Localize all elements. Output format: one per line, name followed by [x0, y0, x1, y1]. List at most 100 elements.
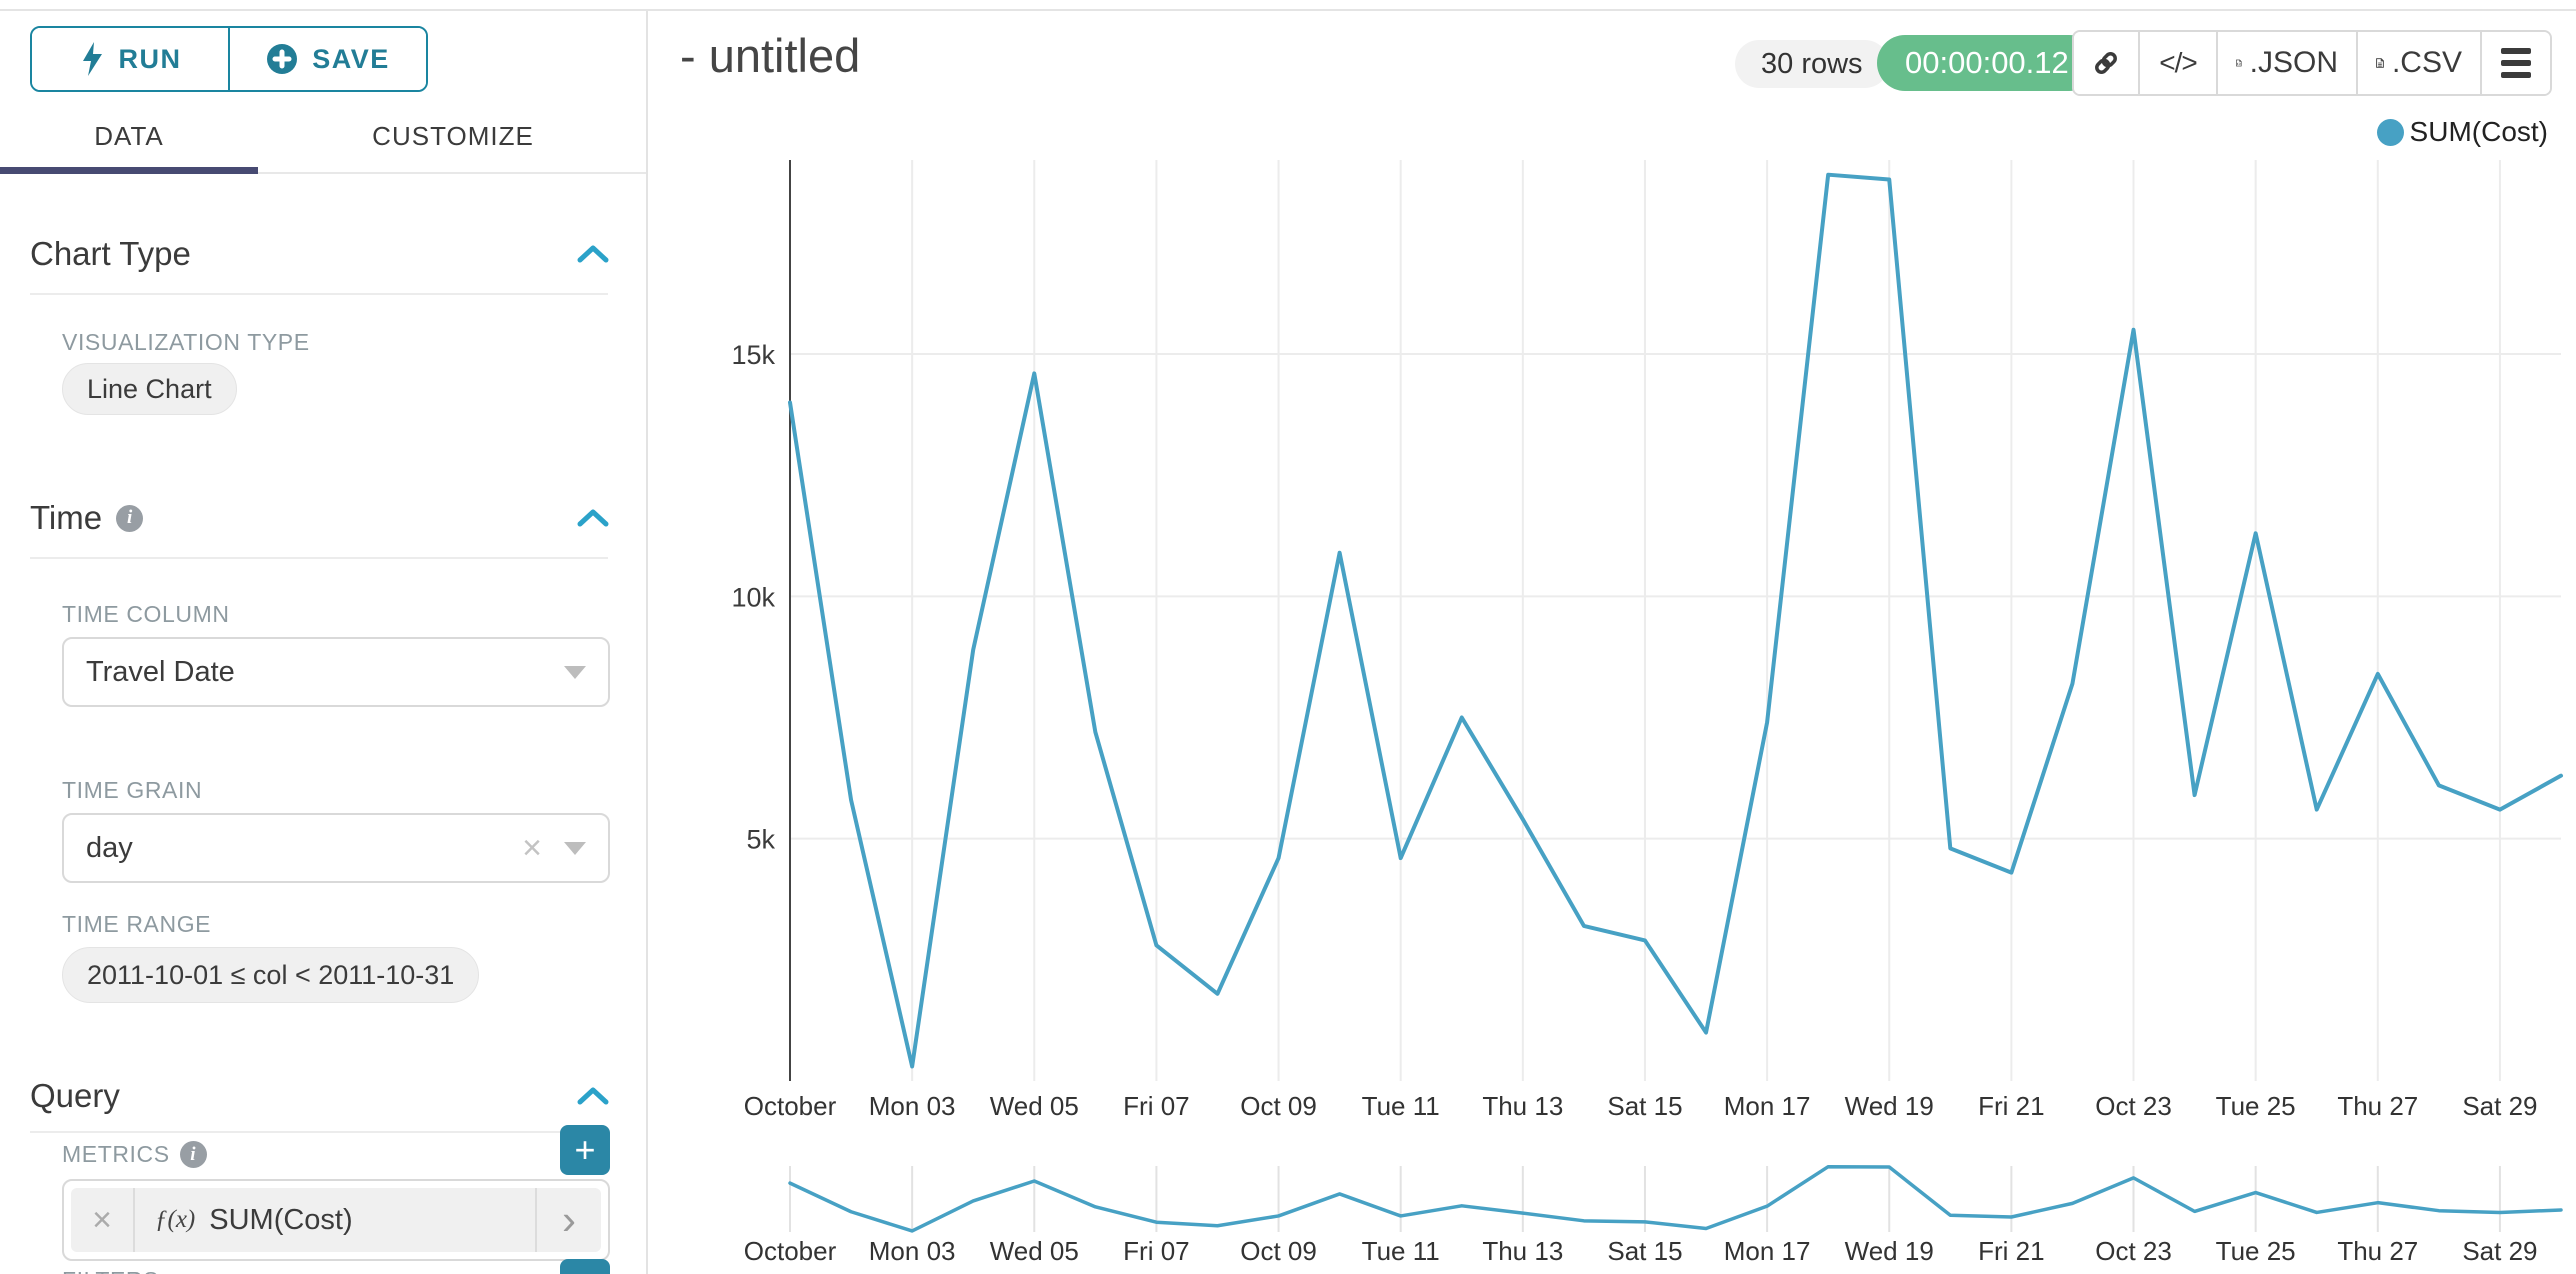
x-axis-tick-label: Mon 17	[1724, 1091, 1811, 1121]
viz-type-pill[interactable]: Line Chart	[62, 363, 237, 415]
metric-control[interactable]: × ƒ(x) SUM(Cost) ›	[62, 1179, 610, 1261]
section-divider	[30, 293, 608, 295]
plus-circle-icon	[267, 44, 298, 74]
x-axis-tick-label: October	[744, 1091, 837, 1121]
x-axis-tick-label: Oct 09	[1240, 1091, 1317, 1121]
x-axis-tick-label: Fri 21	[1978, 1091, 2044, 1121]
y-axis-tick-label: 5k	[746, 825, 775, 855]
top-divider	[0, 9, 2576, 11]
x-axis-tick-label: Thu 13	[1482, 1091, 1563, 1121]
x-axis-tick-label: Tue 25	[2216, 1091, 2296, 1121]
minichart-tick-label: Thu 13	[1482, 1236, 1563, 1266]
time-grain-select[interactable]: day ×	[62, 813, 610, 883]
lightning-bolt-icon	[82, 42, 102, 76]
x-axis-tick-label: Mon 03	[869, 1091, 956, 1121]
run-query-button[interactable]: RUN	[32, 28, 228, 90]
metric-name: SUM(Cost)	[209, 1203, 353, 1236]
x-axis-tick-label: Fri 07	[1123, 1091, 1189, 1121]
share-link-button[interactable]	[2074, 32, 2138, 94]
minichart-tick-label: Wed 05	[990, 1236, 1079, 1266]
chevron-right-icon[interactable]: ›	[535, 1188, 601, 1252]
caret-down-icon	[564, 665, 586, 679]
section-chart-type-header: Chart Type	[30, 235, 610, 273]
export-csv-label: .CSV	[2391, 46, 2462, 79]
export-csv-button[interactable]: .CSV	[2356, 32, 2480, 94]
run-save-button-group: RUN SAVE	[30, 26, 428, 92]
metrics-label: METRICS i	[62, 1141, 207, 1168]
add-metric-button[interactable]: +	[560, 1125, 610, 1175]
y-axis-tick-label: 15k	[731, 340, 775, 370]
export-toolbar: </> .JSON .CSV	[2072, 30, 2552, 96]
time-column-value: Travel Date	[86, 655, 235, 688]
x-axis-tick-label: Tue 11	[1362, 1091, 1440, 1121]
section-query-header: Query	[30, 1077, 610, 1115]
minichart-series-line[interactable]	[788, 1164, 2563, 1233]
metric-body: ƒ(x) SUM(Cost)	[135, 1204, 535, 1237]
control-panel-sidebar: RUN SAVE DATA CUSTOMIZE Chart Type	[0, 11, 648, 1274]
code-icon: </>	[2159, 47, 2197, 78]
file-code-icon	[2236, 59, 2242, 67]
section-query-title: Query	[30, 1077, 120, 1114]
minichart-tick-label: Mon 03	[869, 1236, 956, 1266]
minichart-tick-label: Sat 29	[2462, 1236, 2537, 1266]
chevron-up-icon[interactable]	[576, 507, 610, 529]
file-text-icon	[2376, 58, 2384, 68]
info-icon[interactable]: i	[116, 504, 144, 532]
x-axis-tick-label: Thu 27	[2337, 1091, 2418, 1121]
time-grain-label: TIME GRAIN	[62, 777, 203, 803]
section-divider	[30, 1131, 608, 1133]
run-button-label: RUN	[118, 43, 182, 74]
remove-metric-icon[interactable]: ×	[71, 1188, 135, 1252]
query-timer-badge: 00:00:00.12	[1877, 35, 2097, 91]
filters-label: FILTERS	[62, 1267, 159, 1274]
minichart-tick-label: Mon 17	[1724, 1236, 1811, 1266]
minichart-tick-label: Oct 23	[2095, 1236, 2172, 1266]
link-icon	[2095, 52, 2117, 74]
tab-data[interactable]: DATA	[94, 120, 164, 151]
viz-type-control: Line Chart	[62, 363, 237, 415]
export-json-button[interactable]: .JSON	[2216, 32, 2356, 94]
minichart-tick-label: October	[744, 1236, 837, 1266]
legend-label: SUM(Cost)	[2409, 116, 2548, 147]
time-column-select[interactable]: Travel Date	[62, 637, 610, 707]
minichart-tick-label: Tue 25	[2216, 1236, 2296, 1266]
section-divider	[30, 557, 608, 559]
x-axis-tick-label: Wed 19	[1845, 1091, 1934, 1121]
minichart-tick-label: Tue 11	[1362, 1236, 1440, 1266]
minichart-tick-label: Fri 07	[1123, 1236, 1189, 1266]
hamburger-menu-icon	[2501, 48, 2531, 78]
time-range-pill[interactable]: 2011-10-01 ≤ col < 2011-10-31	[62, 947, 480, 1003]
embed-code-button[interactable]: </>	[2138, 32, 2216, 94]
panel-tabs: DATA CUSTOMIZE	[0, 100, 646, 174]
time-grain-value: day	[86, 831, 133, 864]
x-axis-tick-label: Wed 05	[990, 1091, 1079, 1121]
fx-icon: ƒ(x)	[155, 1206, 196, 1233]
chevron-up-icon[interactable]	[576, 1085, 610, 1107]
caret-down-icon	[564, 841, 586, 855]
section-time-header: Time i	[30, 499, 610, 537]
series-line[interactable]	[788, 172, 2563, 1069]
save-chart-button[interactable]: SAVE	[228, 28, 426, 90]
clear-x-icon[interactable]: ×	[522, 829, 542, 867]
line-chart[interactable]: 5k 10k 15k October October Mon 03 Mon 03 Wed 05…	[638, 110, 2576, 1274]
time-range-control: 2011-10-01 ≤ col < 2011-10-31	[62, 947, 480, 1003]
legend-dot	[2376, 118, 2404, 146]
line-chart-svg[interactable]: 5k 10k 15k October October Mon 03 Mon 03 Wed 05…	[638, 110, 2576, 1274]
export-json-label: .JSON	[2249, 46, 2338, 79]
minichart-tick-label: Thu 27	[2337, 1236, 2418, 1266]
add-filter-button[interactable]: +	[560, 1259, 610, 1274]
y-axis-tick-label: 10k	[731, 582, 775, 612]
row-count-badge: 30 rows	[1735, 40, 1889, 88]
active-tab-indicator	[0, 167, 258, 174]
info-icon[interactable]: i	[179, 1141, 207, 1168]
chevron-up-icon[interactable]	[576, 243, 610, 265]
section-time-title: Time	[30, 499, 103, 536]
visualization-type-label: VISUALIZATION TYPE	[62, 329, 310, 355]
minichart-tick-label: Oct 09	[1240, 1236, 1317, 1266]
tab-customize[interactable]: CUSTOMIZE	[372, 120, 534, 151]
save-button-label: SAVE	[312, 43, 390, 74]
legend-item-sum-cost[interactable]: SUM(Cost)	[2376, 116, 2548, 148]
chart-title[interactable]: - untitled	[680, 29, 861, 82]
chart-menu-button[interactable]	[2480, 32, 2550, 94]
x-axis-tick-label: Sat 15	[1607, 1091, 1682, 1121]
